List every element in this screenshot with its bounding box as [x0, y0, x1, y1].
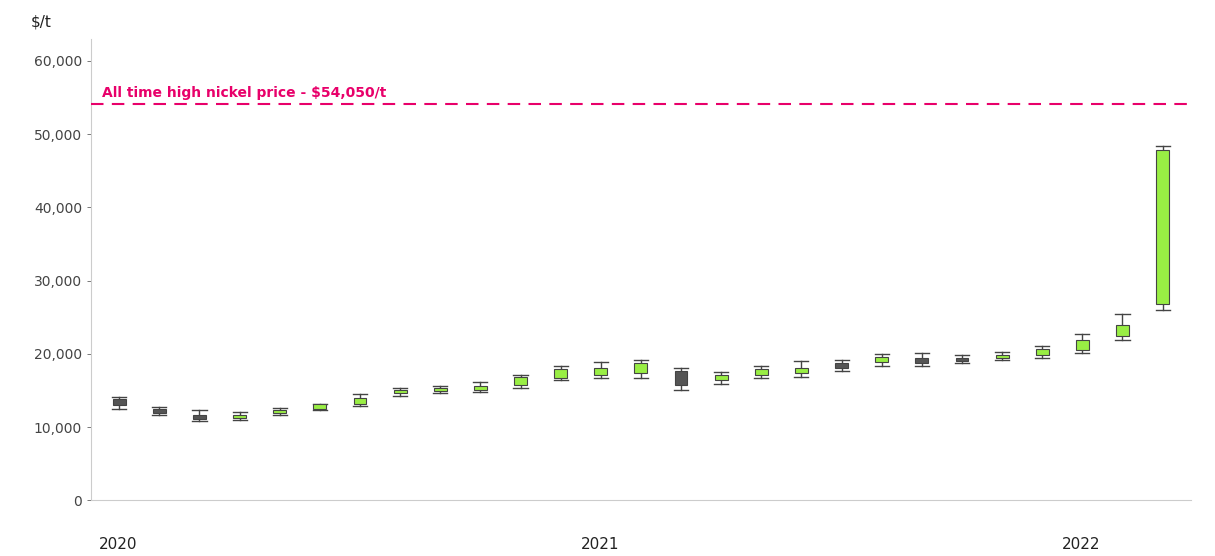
- Bar: [674, 371, 688, 385]
- Bar: [1157, 150, 1169, 304]
- Bar: [714, 375, 728, 380]
- Bar: [1117, 325, 1129, 336]
- Bar: [273, 410, 287, 413]
- Bar: [875, 357, 888, 362]
- Bar: [1036, 349, 1049, 355]
- Bar: [233, 415, 245, 418]
- Bar: [193, 415, 205, 419]
- Text: 2020: 2020: [100, 537, 137, 552]
- Bar: [795, 368, 808, 373]
- Bar: [955, 358, 968, 361]
- Bar: [153, 409, 165, 413]
- Bar: [835, 364, 848, 368]
- Bar: [1076, 340, 1089, 350]
- Bar: [995, 355, 1008, 358]
- Bar: [514, 378, 527, 385]
- Text: 2021: 2021: [581, 537, 620, 552]
- Bar: [594, 368, 608, 375]
- Bar: [113, 399, 125, 405]
- Bar: [634, 364, 648, 373]
- Bar: [474, 386, 487, 390]
- Text: 2022: 2022: [1062, 537, 1101, 552]
- Bar: [354, 398, 367, 404]
- Text: All time high nickel price - $54,050/t: All time high nickel price - $54,050/t: [102, 86, 386, 100]
- Bar: [755, 369, 768, 375]
- Bar: [554, 369, 567, 378]
- Bar: [434, 388, 447, 391]
- Bar: [915, 358, 928, 363]
- Bar: [394, 390, 407, 394]
- Bar: [313, 404, 327, 409]
- Text: $/t: $/t: [30, 14, 51, 29]
